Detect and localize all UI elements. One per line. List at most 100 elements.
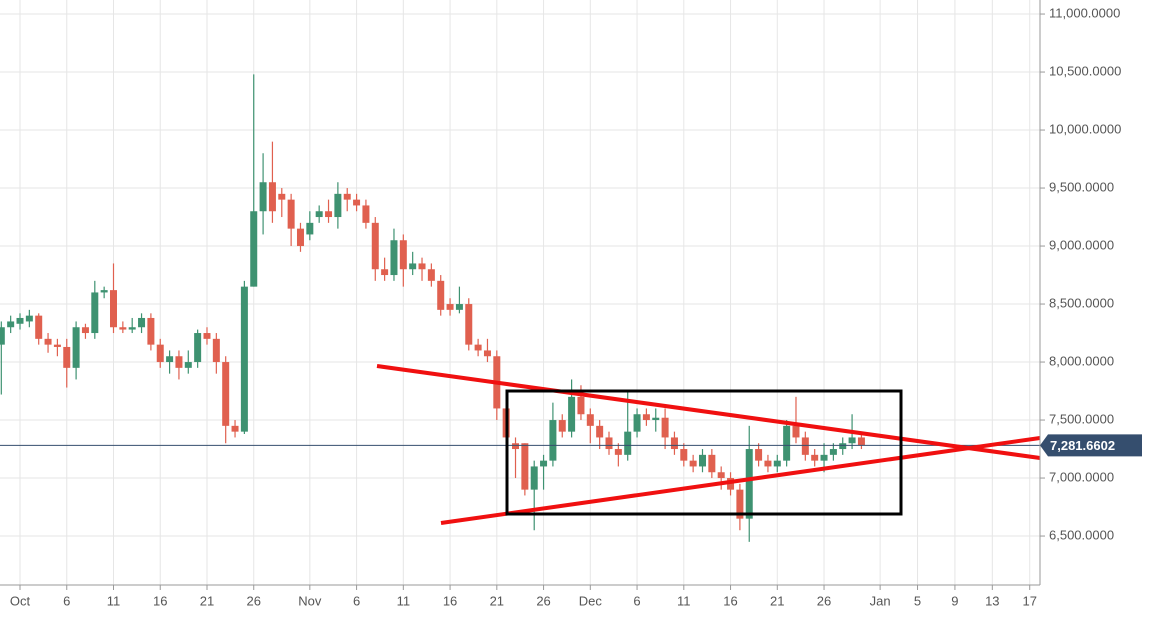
candle-body [315, 211, 323, 218]
candle-body [259, 182, 267, 212]
x-tick-label: Dec [579, 593, 603, 608]
candle-body [483, 350, 491, 357]
x-tick-label: 26 [247, 593, 261, 608]
grid [0, 0, 1040, 585]
candle-body [53, 344, 61, 347]
candle-body [212, 338, 220, 363]
candle-body [857, 437, 865, 446]
candle-body [7, 321, 15, 328]
y-tick-label: 7,000.0000 [1049, 469, 1114, 484]
candle-body [418, 263, 426, 270]
candle-body [689, 460, 697, 467]
candle-body [390, 240, 398, 276]
candle-body [175, 356, 183, 368]
candle-body [512, 443, 520, 450]
candle-body [250, 211, 258, 287]
candle-body [820, 454, 828, 461]
candle-body [63, 346, 71, 368]
candle-body [633, 414, 641, 432]
annotations [376, 364, 1041, 525]
candle-body [717, 472, 725, 479]
x-tick-label: 11 [397, 593, 411, 608]
x-tick-label: 21 [770, 593, 784, 608]
trend-line [376, 364, 1041, 460]
candle-body [745, 449, 753, 519]
y-tick-label: 9,500.0000 [1049, 179, 1114, 194]
candle-body [829, 449, 837, 455]
x-tick-label: 26 [536, 593, 550, 608]
candle-body [698, 454, 706, 467]
y-tick-label: 9,000.0000 [1049, 237, 1114, 252]
y-tick-label: 7,500.0000 [1049, 411, 1114, 426]
x-tick-label: 6 [633, 593, 640, 608]
candle-body [72, 327, 80, 368]
candle-body [278, 193, 286, 200]
candle-body [680, 449, 688, 461]
trend-line [440, 436, 1041, 525]
candle-body [268, 182, 276, 212]
candle-body [596, 425, 604, 438]
candle-body [128, 327, 136, 330]
last-price-label: 7,281.6602 [1050, 438, 1115, 453]
axes: 6,500.0000 7,000.0000 7,500.0000 8,000.0000… [0, 0, 1142, 608]
candle-body [586, 414, 594, 426]
candle-body [25, 315, 33, 322]
candle-body [371, 222, 379, 270]
candle-body [521, 443, 529, 490]
range-box [505, 389, 903, 516]
x-tick-label: Jan [870, 593, 891, 608]
candle-body [156, 344, 164, 363]
candle-body [16, 317, 24, 324]
candle-body [138, 317, 146, 328]
y-tick-label: 8,000.0000 [1049, 353, 1114, 368]
candle-body [0, 327, 5, 345]
y-tick-label: 6,500.0000 [1049, 527, 1114, 542]
x-tick-label: Nov [298, 593, 322, 608]
last-price-tag [1040, 434, 1142, 457]
candle-body [558, 420, 566, 432]
candle-body [811, 454, 819, 461]
candle-body [306, 222, 314, 235]
candle-body [325, 211, 333, 218]
candle-body [670, 437, 678, 450]
x-tick-label: 6 [353, 593, 360, 608]
candle-body [568, 396, 576, 432]
candle-body [614, 449, 622, 455]
candle-body [736, 489, 744, 519]
candle-body [773, 460, 781, 467]
candle-body [455, 304, 463, 310]
candle-body [35, 315, 43, 339]
candle-body [296, 228, 304, 247]
candle-body [343, 193, 351, 200]
candle-body [530, 466, 538, 490]
candle-body [708, 454, 716, 473]
candle-body [203, 333, 211, 339]
candle-body [399, 240, 407, 270]
candle-body [334, 193, 342, 218]
x-tick-label: 16 [723, 593, 737, 608]
candle-body [792, 425, 800, 438]
candle-body [81, 327, 89, 334]
candle-body [109, 290, 117, 328]
candle-body [353, 199, 361, 206]
candle-body [362, 205, 370, 223]
x-tick-label: 13 [985, 593, 999, 608]
candle-body [119, 327, 127, 330]
candle-body [661, 417, 669, 438]
x-tick-label: 5 [914, 593, 921, 608]
candle-body [474, 344, 482, 351]
x-tick-label: 21 [200, 593, 214, 608]
candle-body [540, 460, 548, 467]
x-tick-label: 26 [817, 593, 831, 608]
candle-body [465, 304, 473, 345]
y-tick-label: 11,000.0000 [1049, 5, 1120, 20]
x-tick-label: 11 [677, 593, 691, 608]
candle-body [549, 420, 557, 461]
candle-body [381, 269, 389, 276]
candle-body [147, 317, 155, 345]
y-tick-label: 10,000.0000 [1049, 121, 1121, 136]
candle-body [231, 425, 239, 432]
x-tick-label: 21 [490, 593, 504, 608]
candle-body [100, 290, 108, 293]
